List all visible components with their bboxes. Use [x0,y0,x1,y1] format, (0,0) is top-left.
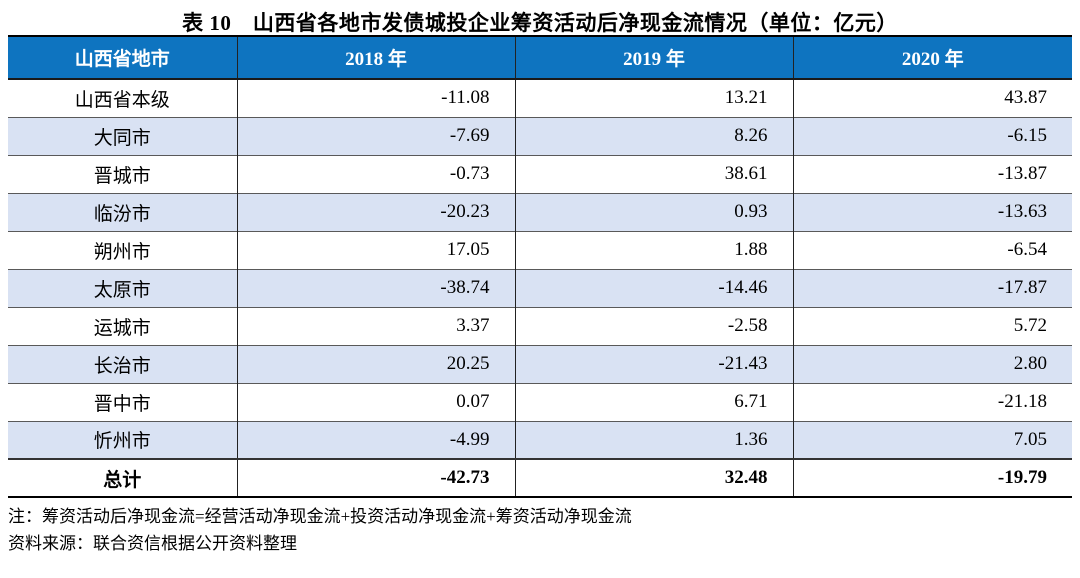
table-row: 临汾市 -20.23 0.93 -13.63 [8,192,1072,231]
value-cell: -13.63 [792,192,1072,231]
source-line: 资料来源：联合资信根据公开资料整理 [8,534,297,553]
table-row: 晋城市 -0.73 38.61 -13.87 [8,154,1072,193]
value-cell: 3.37 [236,306,515,345]
table-row: 晋中市 0.07 6.71 -21.18 [8,382,1072,421]
value-cell: 32.48 [514,458,793,497]
value-cell: 1.36 [514,420,793,459]
value-cell: -21.18 [792,382,1072,421]
table-body: 山西省本级 -11.08 13.21 43.87 大同市 -7.69 8.26 -6.15 晋城… [8,79,1072,497]
page-title: 表 10 山西省各地市发债城投企业筹资活动后净现金流情况（单位：亿元） [182,11,898,35]
value-cell: -13.87 [792,154,1072,193]
value-cell: -7.69 [236,116,515,155]
total-row: 总计 -42.73 32.48 -19.79 [8,458,1072,497]
city-cell: 长治市 [8,344,237,383]
value-cell: 38.61 [514,154,793,193]
table-row: 长治市 20.25 -21.43 2.80 [8,344,1072,383]
city-cell: 大同市 [8,116,237,155]
value-cell: -14.46 [514,268,793,307]
city-cell: 忻州市 [8,420,237,459]
table-row: 大同市 -7.69 8.26 -6.15 [8,116,1072,155]
city-cell: 朔州市 [8,230,237,269]
city-cell: 运城市 [8,306,237,345]
city-cell: 总计 [8,458,237,497]
value-cell: -42.73 [236,458,515,497]
value-cell: 13.21 [514,79,793,117]
value-cell: 2.80 [792,344,1072,383]
value-cell: -4.99 [236,420,515,459]
value-cell: 0.93 [514,192,793,231]
value-cell: 0.07 [236,382,515,421]
value-cell: -20.23 [236,192,515,231]
value-cell: -2.58 [514,306,793,345]
city-cell: 临汾市 [8,192,237,231]
table-row: 忻州市 -4.99 1.36 7.05 [8,420,1072,459]
table-row: 朔州市 17.05 1.88 -6.54 [8,230,1072,269]
value-cell: 5.72 [792,306,1072,345]
table-notes: 注：筹资活动后净现金流=经营活动净现金流+投资活动净现金流+筹资活动净现金流 资… [6,503,1074,557]
value-cell: -0.73 [236,154,515,193]
header-cell-region: 山西省地市 [8,36,237,80]
city-cell: 晋城市 [8,154,237,193]
header-cell-year: 2018 年 [236,36,515,80]
value-cell: 6.71 [514,382,793,421]
value-cell: -38.74 [236,268,515,307]
value-cell: 1.88 [514,230,793,269]
value-cell: 43.87 [792,79,1072,117]
value-cell: -19.79 [792,458,1072,497]
table-row: 山西省本级 -11.08 13.21 43.87 [8,79,1072,117]
table-row: 太原市 -38.74 -14.46 -17.87 [8,268,1072,307]
table-row: 运城市 3.37 -2.58 5.72 [8,306,1072,345]
value-cell: 7.05 [792,420,1072,459]
value-cell: -6.54 [792,230,1072,269]
note-line: 注：筹资活动后净现金流=经营活动净现金流+投资活动净现金流+筹资活动净现金流 [8,507,632,526]
value-cell: 8.26 [514,116,793,155]
value-cell: -11.08 [236,79,515,117]
header-cell-year: 2020 年 [792,36,1072,80]
value-cell: -6.15 [792,116,1072,155]
value-cell: -17.87 [792,268,1072,307]
city-cell: 山西省本级 [8,79,237,117]
city-cell: 晋中市 [8,382,237,421]
value-cell: 17.05 [236,230,515,269]
data-table: 山西省地市 2018 年 2019 年 2020 年 山西省本级 -11.08 13.21… [8,35,1072,498]
value-cell: -21.43 [514,344,793,383]
header-cell-year: 2019 年 [514,36,793,80]
value-cell: 20.25 [236,344,515,383]
header-row: 山西省地市 2018 年 2019 年 2020 年 [8,36,1072,80]
city-cell: 太原市 [8,268,237,307]
